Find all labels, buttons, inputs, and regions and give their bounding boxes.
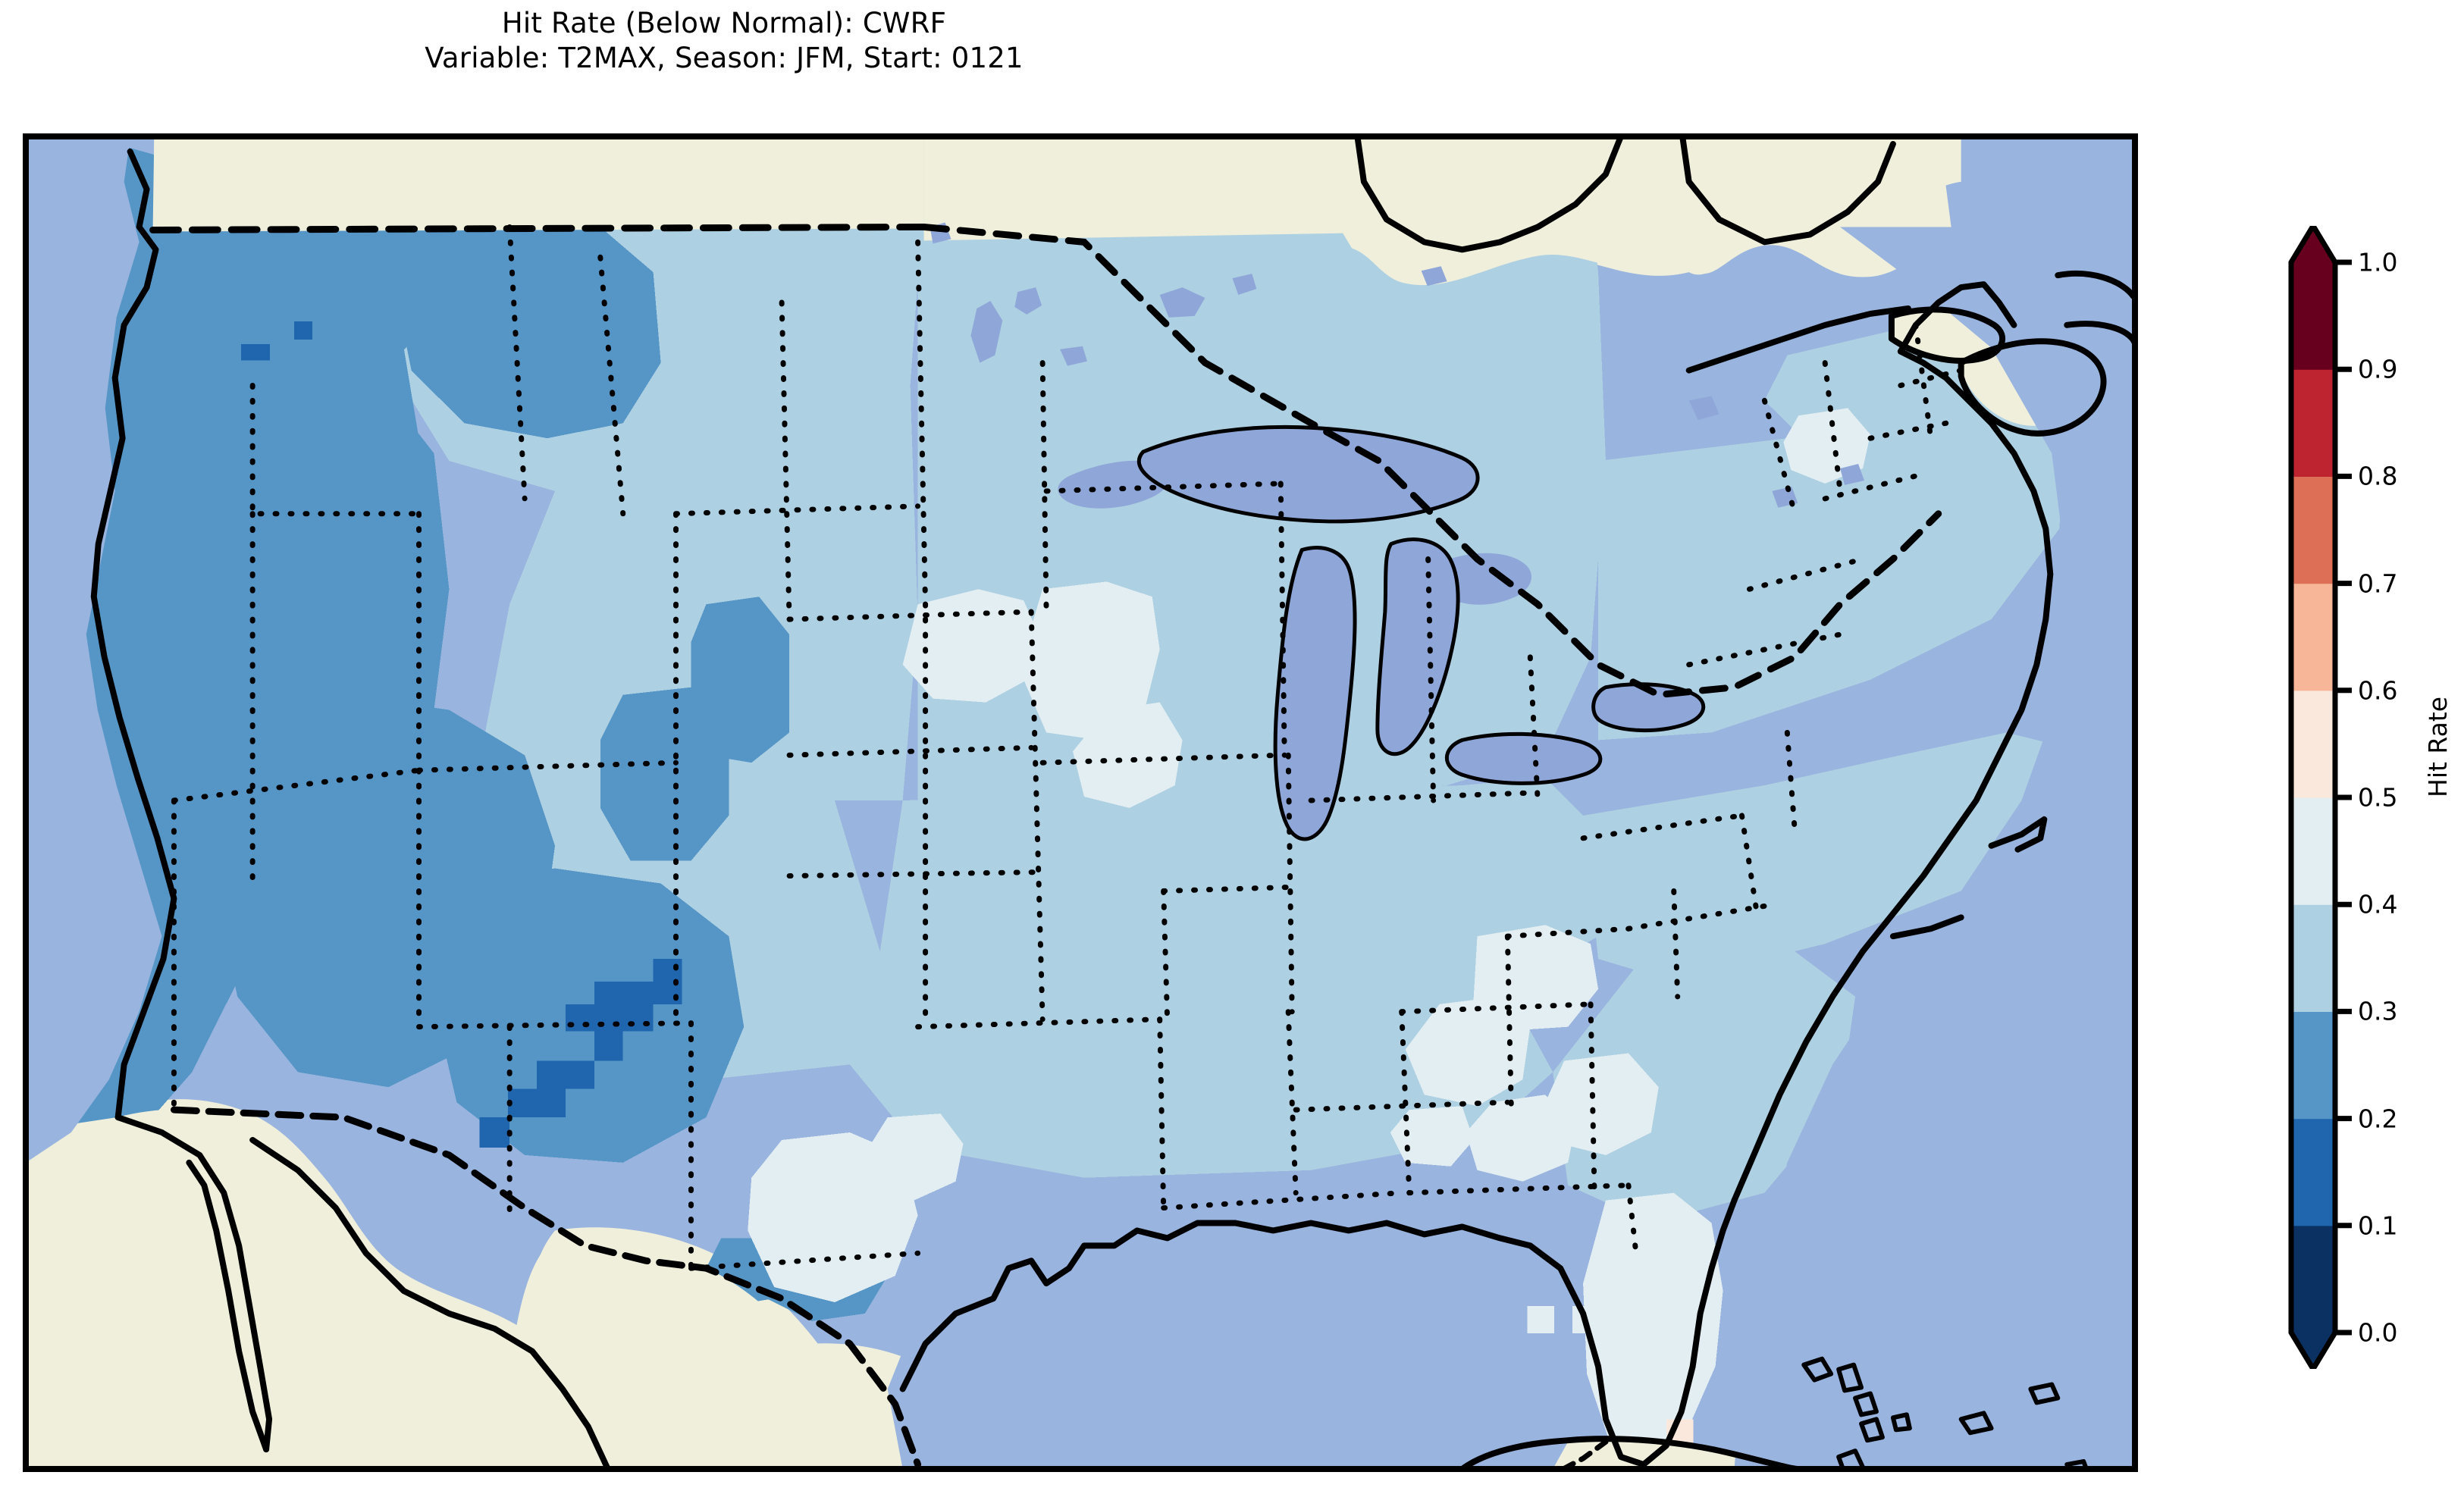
colorbar-tick-label-1.0: 1.0 xyxy=(2358,247,2398,277)
colorbar-bins xyxy=(2291,226,2335,1369)
colorbar-bin-0.1-0.2 xyxy=(2291,1118,2335,1226)
colorbar-bin-0.9-1 xyxy=(2291,262,2335,370)
state-borders-layer xyxy=(149,223,1964,1468)
colorbar-bin-0.4-0.5 xyxy=(2291,797,2335,905)
colorbar-bin-0.5-0.6 xyxy=(2291,690,2335,798)
great-lakes-layer xyxy=(929,222,1865,839)
colorbar-tick-label-0.1: 0.1 xyxy=(2358,1211,2398,1241)
colorbar-tick-label-0.9: 0.9 xyxy=(2358,354,2398,384)
map-svg xyxy=(26,136,2135,1469)
colorbar-bin-0.7-0.8 xyxy=(2291,476,2335,584)
colorbar-bin-0.8-0.9 xyxy=(2291,369,2335,477)
figure-title: Hit Rate (Below Normal): CWRF Variable: … xyxy=(0,6,1448,76)
colorbar-bin-0.6-0.7 xyxy=(2291,583,2335,691)
colorbar xyxy=(2288,226,2352,1369)
colorbar-tick-label-0.3: 0.3 xyxy=(2358,996,2398,1026)
bin-0.1-0.2-cells xyxy=(241,321,682,1148)
colorbar-tick-label-0.7: 0.7 xyxy=(2358,568,2398,599)
colorbar-extend-min-arrow xyxy=(2291,1333,2335,1369)
colorbar-tick-label-0.8: 0.8 xyxy=(2358,461,2398,491)
colorbar-extend-max-arrow xyxy=(2291,226,2335,262)
coastline-layer xyxy=(90,136,2135,1469)
colorbar-bin-0-0.1 xyxy=(2291,1225,2335,1333)
title-line-secondary: Variable: T2MAX, Season: JFM, Start: 012… xyxy=(425,41,1024,74)
map-plot-area xyxy=(23,133,2138,1472)
colorbar-axis-label: Hit Rate xyxy=(2423,696,2453,797)
colorbar-tick-label-0.4: 0.4 xyxy=(2358,889,2398,919)
colorbar-bin-0.3-0.4 xyxy=(2291,904,2335,1012)
colorbar-tick-label-0.2: 0.2 xyxy=(2358,1104,2398,1134)
colorbar-svg xyxy=(2288,226,2352,1369)
colorbar-tick-label-0.5: 0.5 xyxy=(2358,782,2398,813)
colorbar-tick-labels: 0.0 0.1 0.2 0.3 0.4 0.5 0.6 0.7 0.8 0.9 1.0 xyxy=(2358,248,2464,1348)
colorbar-tick-label-0.6: 0.6 xyxy=(2358,675,2398,706)
colorbar-tick-label-0.0: 0.0 xyxy=(2358,1317,2398,1348)
colorbar-ticks xyxy=(2288,226,2352,1369)
title-line-primary: Hit Rate (Below Normal): CWRF xyxy=(501,7,947,39)
colorbar-bin-0.2-0.3 xyxy=(2291,1011,2335,1120)
hitrate-data-layer xyxy=(48,136,2067,1465)
ocean-mask-layer xyxy=(26,136,2135,1469)
